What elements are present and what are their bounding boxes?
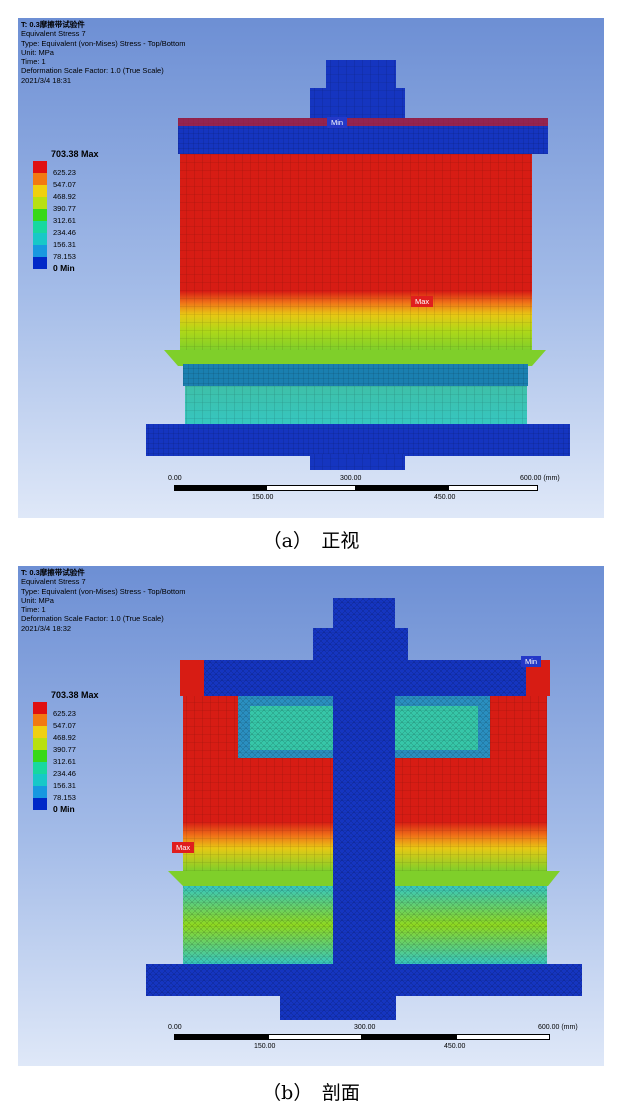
result-time: Time: 1 — [21, 57, 46, 67]
scale-segment — [174, 1034, 268, 1040]
legend-value: 234.46 — [53, 228, 76, 237]
scale-label: 150.00 — [254, 1043, 276, 1050]
legend-value: 78.153 — [53, 252, 76, 261]
legend-swatch — [33, 750, 47, 762]
model-section-view — [146, 598, 582, 1020]
legend-swatch — [33, 185, 47, 197]
max-marker[interactable]: Max — [411, 296, 434, 307]
legend-value: 156.31 — [53, 781, 76, 790]
legend-min-label: 0 Min — [53, 263, 75, 273]
legend-value: 78.153 — [53, 793, 76, 802]
legend-value: 468.92 — [53, 192, 76, 201]
legend-swatch — [33, 197, 47, 209]
result-date: 2021/3/4 18:31 — [21, 75, 72, 85]
result-date: 2021/3/4 18:32 — [21, 623, 72, 633]
legend-swatch — [33, 233, 47, 245]
legend-swatch — [33, 738, 47, 750]
min-marker[interactable]: Min — [521, 656, 542, 667]
scale-label: 300.00 — [354, 1024, 376, 1031]
legend-swatch — [33, 762, 47, 774]
legend-value: 625.23 — [53, 709, 76, 718]
legend-swatch — [33, 774, 47, 786]
result-info: T: 0.3摩擦带试验件 Equivalent Stress 7 Type: E… — [21, 568, 186, 633]
scale-segment — [174, 485, 266, 491]
ring-lip — [164, 350, 546, 366]
result-title: T: 0.3摩擦带试验件 — [21, 20, 85, 29]
scale-label: 0.00 — [168, 475, 182, 482]
legend-swatch — [33, 798, 47, 810]
scale-label: 0.00 — [168, 1024, 182, 1031]
scale-segment — [356, 485, 448, 491]
legend-min-label: 0 Min — [53, 804, 75, 814]
legend-swatch — [33, 245, 47, 257]
result-deformation: Deformation Scale Factor: 1.0 (True Scal… — [21, 66, 164, 76]
caption-a: （a） 正视 — [262, 530, 360, 552]
scale-label: 450.00 — [434, 494, 456, 501]
scale-segment — [448, 485, 538, 491]
scale-bar: 0.00 300.00 600.00 (mm) 150.00 450.00 — [168, 1024, 598, 1054]
scale-label: 600.00 (mm) — [538, 1024, 578, 1031]
legend-swatch — [33, 209, 47, 221]
result-type: Type: Equivalent (von-Mises) Stress - To… — [21, 586, 186, 596]
legend-value: 234.46 — [53, 769, 76, 778]
result-type: Type: Equivalent (von-Mises) Stress - To… — [21, 38, 186, 48]
legend-max-label: 703.38 Max — [51, 690, 99, 700]
scale-label: 300.00 — [340, 475, 362, 482]
result-title: T: 0.3摩擦带试验件 — [21, 568, 85, 577]
scale-segment — [266, 485, 356, 491]
legend-value: 312.61 — [53, 216, 76, 225]
scale-bar: 0.00 300.00 600.00 (mm) 150.00 450.00 — [168, 475, 598, 505]
scale-label: 150.00 — [252, 494, 274, 501]
legend-value: 156.31 — [53, 240, 76, 249]
legend-value: 390.77 — [53, 204, 76, 213]
caption-b: （b） 剖面 — [262, 1082, 360, 1104]
legend-swatch — [33, 726, 47, 738]
legend-swatch — [33, 221, 47, 233]
legend-value: 312.61 — [53, 757, 76, 766]
result-info: T: 0.3摩擦带试验件 Equivalent Stress 7 Type: E… — [21, 20, 186, 85]
scale-label: 450.00 — [444, 1043, 466, 1050]
legend-swatch — [33, 173, 47, 185]
legend-value: 547.07 — [53, 721, 76, 730]
legend-swatch — [33, 714, 47, 726]
legend-swatch — [33, 257, 47, 269]
legend-swatch — [33, 702, 47, 714]
result-name: Equivalent Stress 7 — [21, 577, 86, 587]
legend-max-label: 703.38 Max — [51, 149, 99, 159]
result-unit: Unit: MPa — [21, 595, 54, 605]
legend-value: 468.92 — [53, 733, 76, 742]
result-unit: Unit: MPa — [21, 47, 54, 57]
fea-viewport[interactable]: T: 0.3摩擦带试验件 Equivalent Stress 7 Type: E… — [18, 18, 604, 518]
result-time: Time: 1 — [21, 605, 46, 615]
scale-segment — [362, 1034, 456, 1040]
legend-swatch — [33, 786, 47, 798]
result-deformation: Deformation Scale Factor: 1.0 (True Scal… — [21, 614, 164, 624]
min-marker[interactable]: Min — [327, 117, 348, 128]
result-name: Equivalent Stress 7 — [21, 29, 86, 39]
max-marker[interactable]: Max — [172, 842, 195, 853]
model-front-view — [146, 60, 570, 470]
legend-value: 625.23 — [53, 168, 76, 177]
scale-segment — [268, 1034, 362, 1040]
scale-label: 600.00 (mm) — [520, 475, 560, 482]
scale-segment — [456, 1034, 550, 1040]
legend-swatch — [33, 161, 47, 173]
fea-viewport[interactable]: T: 0.3摩擦带试验件 Equivalent Stress 7 Type: E… — [18, 566, 604, 1066]
legend-value: 547.07 — [53, 180, 76, 189]
legend-value: 390.77 — [53, 745, 76, 754]
